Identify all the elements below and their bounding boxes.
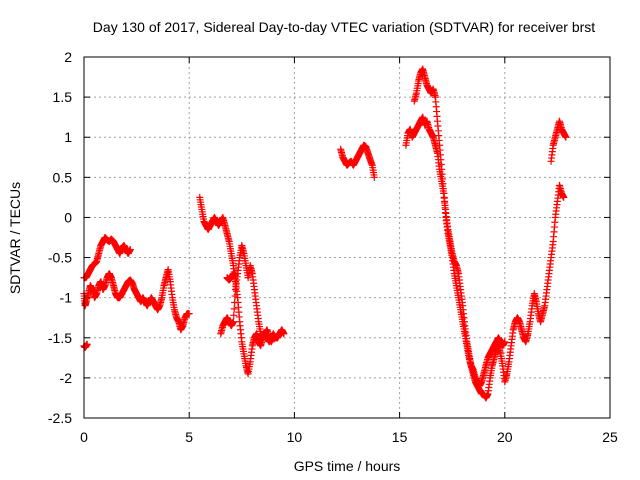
series-seg-c — [337, 141, 378, 181]
data-point — [229, 318, 237, 326]
data-point — [501, 338, 509, 346]
data-point — [562, 133, 570, 141]
x-tick-label: 5 — [185, 429, 193, 445]
ticks-layer: 0 5 10 15 20 25 -2.5 -2 -1.5 -1 -0.5 0 0.5 1 1.5 2 — [48, 49, 618, 445]
data-point — [370, 173, 378, 181]
plot-frame — [83, 56, 611, 419]
data-point — [231, 271, 239, 279]
y-tick-label: -2 — [60, 370, 73, 386]
data-point — [126, 246, 134, 254]
data-point — [83, 340, 91, 348]
y-tick-label: 0.5 — [53, 169, 73, 185]
series-seg-b-lower — [217, 242, 277, 346]
y-tick-label: -1.5 — [48, 330, 72, 346]
y-tick-label: 1.5 — [53, 89, 73, 105]
y-axis-label: SDTVAR / TECUs — [7, 182, 23, 294]
y-tick-label: 2 — [64, 49, 72, 65]
series-seg-a-lower — [80, 266, 193, 334]
data-point — [560, 193, 568, 201]
data-points — [80, 65, 570, 402]
series-seg-a-upper — [80, 234, 134, 282]
x-axis-label: GPS time / hours — [294, 458, 401, 474]
data-point — [231, 292, 239, 300]
series-seg-b-upper — [196, 193, 288, 378]
y-tick-label: -1 — [60, 290, 73, 306]
series-seg-a-dip — [80, 340, 91, 351]
series-seg-d-end — [547, 117, 570, 165]
data-point — [269, 334, 277, 342]
x-tick-label: 20 — [497, 429, 513, 445]
series-seg-b-mid — [223, 270, 239, 284]
x-tick-label: 0 — [80, 429, 88, 445]
data-point — [230, 311, 238, 319]
x-tick-label: 10 — [287, 429, 303, 445]
series-seg-d-upper — [410, 65, 509, 390]
y-tick-label: -0.5 — [48, 250, 72, 266]
y-tick-label: -2.5 — [48, 410, 72, 426]
data-point — [280, 330, 288, 338]
x-tick-label: 15 — [392, 429, 408, 445]
data-point — [231, 298, 239, 306]
data-point — [230, 305, 238, 313]
y-tick-label: 0 — [64, 209, 72, 225]
y-tick-label: 1 — [64, 129, 72, 145]
x-tick-label: 25 — [602, 429, 618, 445]
grid-layer — [84, 57, 610, 418]
chart-title: Day 130 of 2017, Sidereal Day-to-day VTE… — [93, 19, 595, 35]
data-point — [185, 310, 193, 318]
